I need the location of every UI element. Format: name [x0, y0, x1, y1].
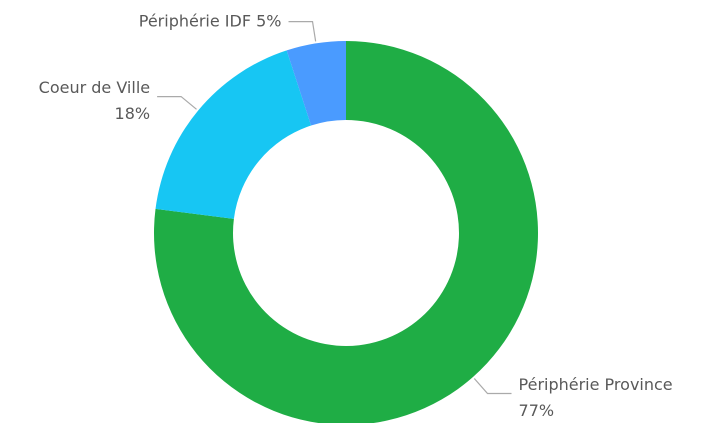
value-label: 5% [256, 11, 281, 30]
value-label: 77% [519, 401, 555, 420]
leader-line [288, 21, 317, 42]
leader-line [473, 378, 512, 395]
category-label: Périphérie IDF [139, 11, 251, 30]
leader-line [157, 95, 197, 110]
category-label: Coeur de Ville [39, 78, 150, 97]
donut-slice [286, 41, 346, 126]
donut-slice [154, 41, 538, 423]
slice-label: Périphérie IDF 5% [139, 11, 282, 30]
value-label: 18% [115, 104, 151, 123]
donut-slice [155, 50, 312, 219]
category-label: Périphérie Province [519, 375, 673, 394]
